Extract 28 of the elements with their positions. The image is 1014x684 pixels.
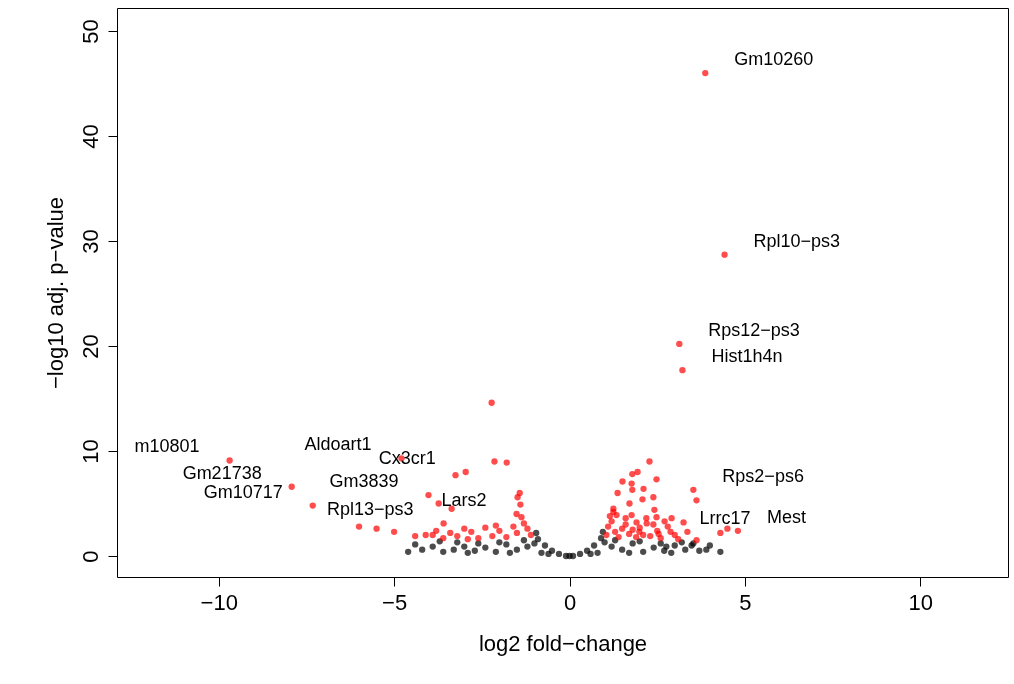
annotation: Gm10260	[734, 49, 814, 70]
annotation: Rpl10−ps3	[753, 230, 841, 251]
x-tick-label: −10	[200, 589, 238, 615]
annotation: Cx3cr1	[378, 448, 436, 469]
x-tick-label: 5	[739, 589, 752, 615]
y-tick-label: 50	[77, 19, 103, 44]
x-tick-label: −5	[382, 589, 408, 615]
annotation: Lars2	[441, 490, 487, 511]
annotation: Gm10717	[203, 481, 283, 502]
annotation: Gm3839	[329, 471, 399, 492]
annotation: Rps2−ps6	[722, 465, 804, 486]
y-tick-label: 0	[77, 550, 103, 563]
y-tick-label: 20	[77, 334, 103, 359]
x-tick-label: 10	[908, 589, 934, 615]
y-tick-label: 40	[77, 124, 103, 149]
annotation: Aldoart1	[304, 434, 372, 455]
annotation: Rps12−ps3	[708, 319, 800, 340]
annotation: Lrrc17	[699, 507, 751, 528]
x-axis-title: log2 fold−change	[478, 630, 648, 656]
annotation: Mest	[766, 506, 806, 527]
y-axis-title: −log10 adj. p−value	[42, 196, 68, 390]
x-tick-label: 0	[563, 589, 577, 615]
annotation: m10801	[134, 436, 200, 457]
y-tick-label: 30	[77, 229, 103, 254]
annotation: Hist1h4n	[711, 346, 783, 367]
y-tick-label: 10	[77, 439, 103, 464]
annotation: Rpl13−ps3	[327, 499, 414, 520]
annotation: Gm21738	[182, 462, 262, 483]
